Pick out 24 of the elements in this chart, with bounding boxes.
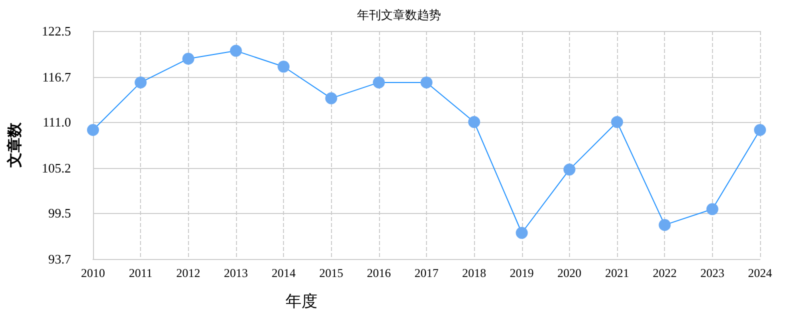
x-tick-label: 2018 xyxy=(462,266,486,280)
y-axis-title: 文章数 xyxy=(6,122,24,168)
x-tick-label: 2010 xyxy=(81,266,105,280)
x-tick-label: 2013 xyxy=(224,266,248,280)
x-tick-label: 2020 xyxy=(557,266,582,280)
y-tick-label: 99.5 xyxy=(48,206,71,221)
x-tick-label: 2014 xyxy=(272,266,296,280)
y-tick-label: 93.7 xyxy=(48,252,72,266)
x-tick-label: 2024 xyxy=(748,266,772,280)
y-tick-label: 111.0 xyxy=(42,114,71,130)
y-tick-label: 105.2 xyxy=(42,160,71,176)
chart-title: 年刊文章数趋势 xyxy=(357,8,441,22)
x-tick-label: 2012 xyxy=(176,266,200,280)
x-tick-label: 2017 xyxy=(414,266,438,280)
y-tick-label: 116.7 xyxy=(42,69,72,84)
x-tick-label: 2022 xyxy=(652,266,677,280)
x-tick-label: 2015 xyxy=(319,266,344,280)
x-tick-label: 2016 xyxy=(366,266,391,280)
y-tick-label: 122.5 xyxy=(42,24,71,38)
x-tick-label: 2021 xyxy=(605,266,630,280)
x-axis-title: 年度 xyxy=(286,292,318,310)
x-tick-label: 2011 xyxy=(128,266,152,280)
x-tick-label: 2023 xyxy=(700,266,724,280)
x-tick-label: 2019 xyxy=(510,266,534,280)
